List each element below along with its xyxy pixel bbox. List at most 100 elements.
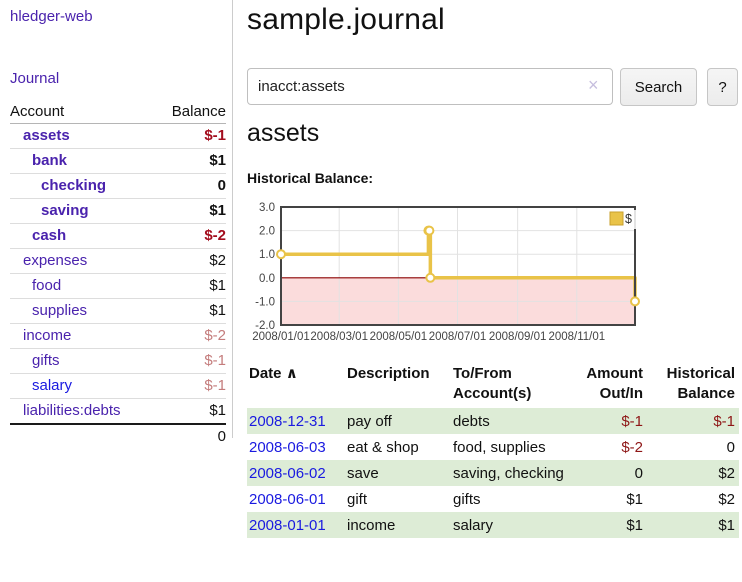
account-row: salary $-1: [10, 373, 226, 399]
account-link[interactable]: assets: [23, 127, 70, 144]
account-link[interactable]: expenses: [23, 252, 88, 269]
register-row: 2008-06-03 eat & shop food, supplies $-2 0: [247, 434, 739, 460]
account-balance: $-1: [154, 373, 226, 399]
amount-cell: 0: [634, 465, 643, 482]
svg-text:2008/07/01: 2008/07/01: [429, 331, 487, 343]
account-balance: $1: [154, 273, 226, 299]
amount-cell: $1: [626, 491, 643, 508]
account-link[interactable]: supplies: [32, 302, 88, 319]
account-link[interactable]: liabilities:debts: [23, 402, 121, 419]
register-row: 2008-12-31 pay off debts $-1 $-1: [247, 408, 739, 434]
accounts-cell: gifts: [453, 491, 481, 508]
account-balance: 0: [154, 173, 226, 199]
register-row: 2008-06-02 save saving, checking 0 $2: [247, 460, 739, 486]
svg-text:2008/01/01: 2008/01/01: [252, 331, 310, 343]
accounts-cell: food, supplies: [453, 439, 546, 456]
accounts-cell: saving, checking: [453, 465, 564, 482]
account-row: liabilities:debts $1: [10, 398, 226, 424]
account-balance: $1: [154, 148, 226, 174]
account-row: checking 0: [10, 173, 226, 199]
register-header-row: Date ∧ Description To/From Account(s) Am…: [247, 361, 739, 408]
balance-cell: 0: [726, 439, 735, 456]
svg-text:$: $: [625, 212, 632, 226]
account-row: food $1: [10, 273, 226, 299]
account-row: saving $1: [10, 198, 226, 224]
account-link[interactable]: bank: [32, 152, 68, 169]
svg-text:-2.0: -2.0: [255, 320, 275, 332]
date-link[interactable]: 2008-06-01: [249, 491, 326, 508]
account-row: assets $-1: [10, 124, 226, 149]
account-balance: $-2: [154, 323, 226, 349]
chart-label: Historical Balance:: [247, 170, 374, 186]
svg-text:1.0: 1.0: [259, 249, 275, 261]
account-link[interactable]: salary: [32, 377, 73, 394]
account-balance: $2: [154, 248, 226, 274]
account-balance: $1: [154, 398, 226, 424]
svg-text:2008/09/01: 2008/09/01: [489, 331, 547, 343]
search-form: × Search ?: [247, 68, 739, 106]
svg-text:2008/05/01: 2008/05/01: [370, 331, 428, 343]
account-link[interactable]: food: [32, 277, 62, 294]
app-title-link[interactable]: hledger-web: [10, 8, 93, 25]
accounts-col-account: Account: [10, 100, 155, 124]
account-row: gifts $-1: [10, 348, 226, 374]
account-link[interactable]: cash: [32, 227, 67, 244]
account-link[interactable]: gifts: [32, 352, 60, 369]
balance-cell: $1: [718, 517, 735, 534]
historical-balance-chart: 3.0 2.0 1.0 0.0 -1.0 -2.0 2008/01/01 2008/03/01…: [247, 200, 742, 352]
account-link[interactable]: income: [23, 327, 72, 344]
svg-text:2008/03/01: 2008/03/01: [310, 331, 368, 343]
svg-text:3.0: 3.0: [259, 202, 275, 214]
svg-text:2008/11/01: 2008/11/01: [548, 331, 605, 343]
register-col-description: Description: [347, 365, 430, 382]
accounts-table: Account Balance assets $-1 bank $1 checking 0…: [10, 100, 226, 449]
description-cell: pay off: [347, 413, 392, 430]
accounts-header-row: Account Balance: [10, 100, 226, 124]
register-col-accounts: To/From Account(s): [453, 365, 532, 402]
account-row: expenses $2: [10, 248, 226, 274]
register-col-amount: Amount Out/In: [586, 365, 643, 402]
amount-cell: $-2: [621, 439, 643, 456]
svg-text:2.0: 2.0: [259, 226, 275, 238]
accounts-col-balance: Balance: [154, 100, 226, 124]
account-link[interactable]: saving: [41, 202, 89, 219]
search-input[interactable]: [247, 68, 613, 105]
register-col-balance: Historical Balance: [666, 365, 735, 402]
account-row: cash $-2: [10, 223, 226, 249]
search-button[interactable]: Search: [620, 68, 697, 106]
sort-ascending-icon: ∧: [285, 365, 298, 382]
account-balance: $1: [154, 298, 226, 324]
main-panel: sample.journal × Search ? assets Histori…: [247, 0, 739, 582]
account-row: bank $1: [10, 148, 226, 174]
account-balance: $-1: [154, 348, 226, 374]
balance-cell: $2: [718, 491, 735, 508]
account-balance: $-1: [204, 127, 226, 144]
account-row: income $-2: [10, 323, 226, 349]
accounts-cell: salary: [453, 517, 494, 534]
sidebar-item-journal[interactable]: Journal: [10, 70, 60, 87]
accounts-total-row: 0: [10, 423, 226, 449]
account-page-title: assets: [247, 119, 320, 147]
clear-search-icon[interactable]: ×: [588, 75, 599, 95]
description-cell: income: [347, 517, 396, 534]
register-row: 2008-01-01 income salary $1 $1: [247, 512, 739, 538]
date-link[interactable]: 2008-01-01: [249, 517, 326, 534]
svg-text:-1.0: -1.0: [255, 296, 275, 308]
svg-text:0.0: 0.0: [259, 273, 275, 285]
date-link[interactable]: 2008-06-02: [249, 465, 326, 482]
register-table: Date ∧ Description To/From Account(s) Am…: [247, 361, 739, 538]
date-link[interactable]: 2008-06-03: [249, 439, 326, 456]
balance-cell: $-1: [713, 413, 735, 430]
date-link[interactable]: 2008-12-31: [249, 413, 326, 430]
amount-cell: $1: [626, 517, 643, 534]
help-button[interactable]: ?: [707, 68, 738, 106]
register-row: 2008-06-01 gift gifts $1 $2: [247, 486, 739, 512]
account-link[interactable]: checking: [41, 177, 107, 194]
sidebar: hledger-web Journal Account Balance asse…: [0, 0, 233, 449]
description-cell: gift: [347, 491, 368, 508]
balance-cell: $2: [718, 465, 735, 482]
account-row: supplies $1: [10, 298, 226, 324]
account-balance: $1: [154, 198, 226, 224]
